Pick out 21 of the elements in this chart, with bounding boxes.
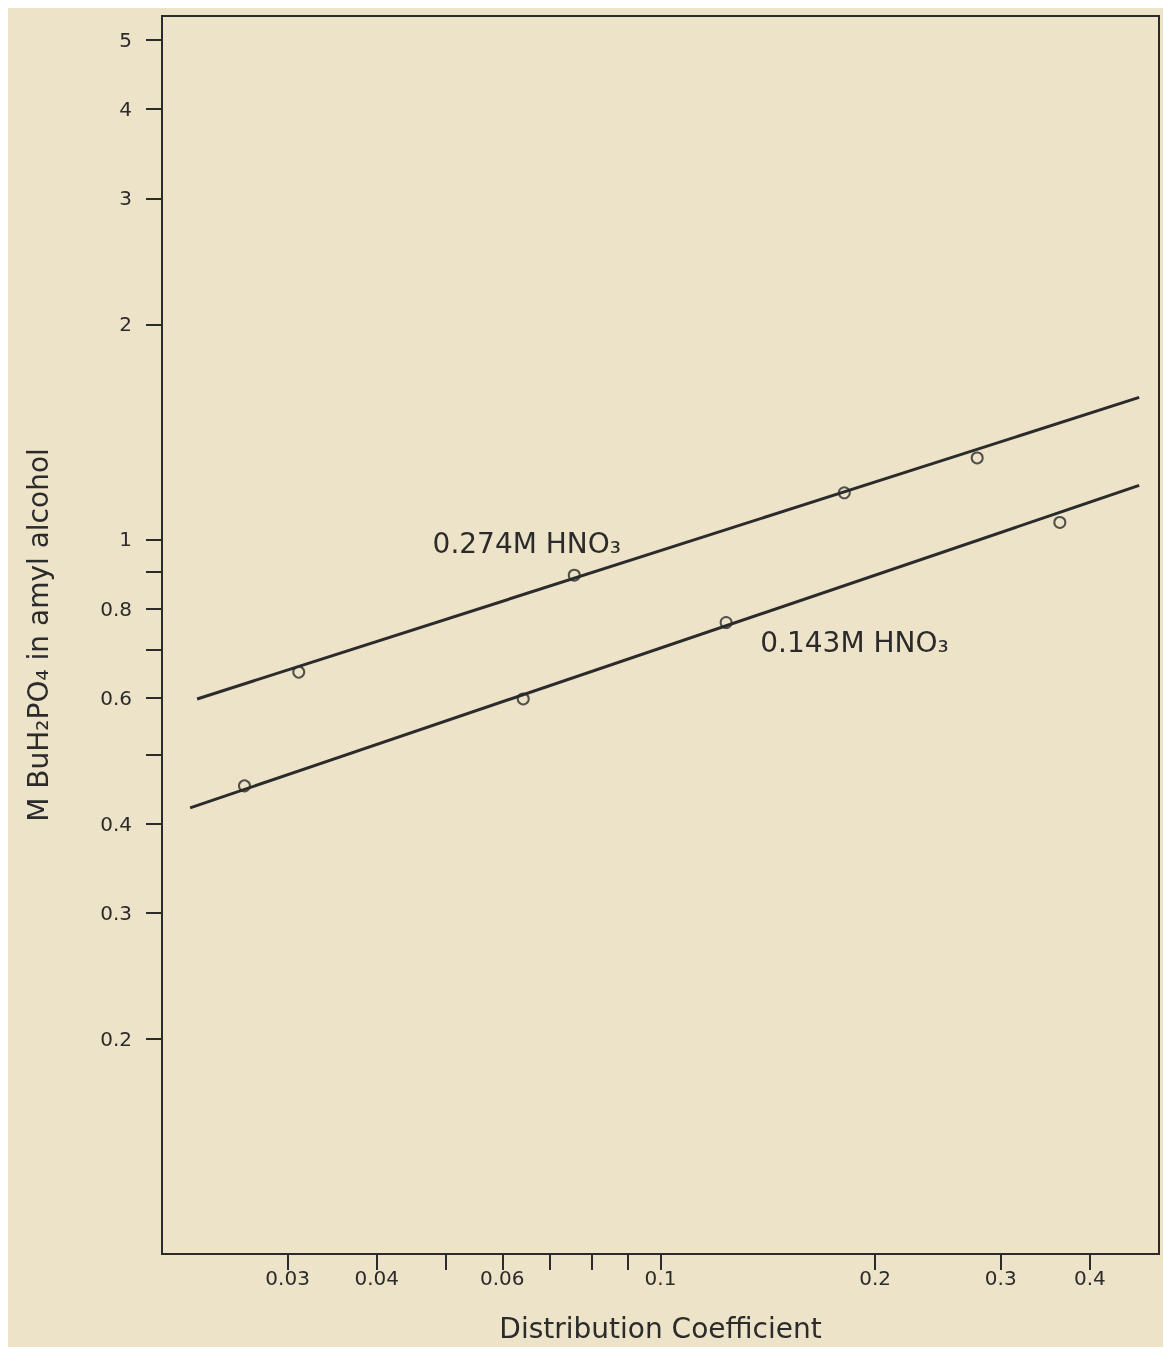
x-tick-label: 0.3 — [984, 1266, 1017, 1290]
y-tick-label: 0.4 — [100, 811, 132, 836]
y-axis-title: M BuH₂PO₄ in amyl alcohol — [21, 448, 55, 822]
x-tick-label: 0.04 — [354, 1266, 399, 1290]
x-tick-label: 0.2 — [859, 1266, 892, 1290]
series-label: 0.274M HNO₃ — [432, 526, 622, 560]
x-tick-label: 0.06 — [480, 1266, 525, 1290]
x-tick-label: 0.4 — [1073, 1266, 1106, 1290]
y-tick-label: 2 — [119, 312, 132, 337]
y-tick-label: 0.6 — [100, 685, 132, 710]
series-label: 0.143M HNO₃ — [760, 625, 949, 659]
x-tick-label: 0.03 — [265, 1266, 310, 1290]
y-tick-label: 0.3 — [100, 901, 132, 926]
y-tick-label: 1 — [119, 527, 132, 552]
y-tick-label: 5 — [119, 27, 132, 52]
y-tick-label: 4 — [119, 97, 132, 122]
y-tick-label: 0.2 — [100, 1026, 132, 1051]
y-tick-label: 3 — [119, 186, 132, 211]
x-tick-label: 0.1 — [644, 1266, 677, 1290]
x-axis-title: Distribution Coefficient — [499, 1311, 822, 1345]
y-tick-label: 0.8 — [100, 596, 132, 621]
